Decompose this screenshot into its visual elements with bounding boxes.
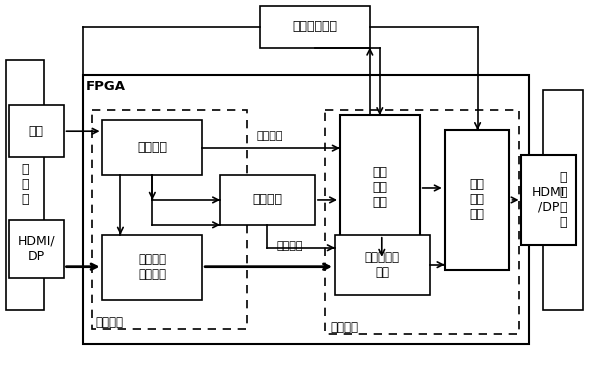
Bar [6, 61, 44, 309]
Bar [335, 235, 430, 295]
Text: 缓存单元: 缓存单元 [330, 321, 358, 334]
Text: 网口: 网口 [28, 125, 44, 138]
Text: 网口模块: 网口模块 [137, 141, 168, 154]
Text: 视频数据: 视频数据 [277, 241, 303, 251]
Bar [445, 130, 510, 270]
Text: HDMI/
DP: HDMI/ DP [17, 235, 55, 263]
Text: 控制单元: 控制单元 [253, 193, 283, 207]
Bar [93, 110, 247, 330]
Bar [340, 115, 419, 260]
Bar [9, 220, 64, 278]
Text: 图片数据: 图片数据 [257, 131, 283, 141]
Text: FPGA: FPGA [86, 80, 126, 93]
Bar [103, 120, 202, 175]
Text: HDMI
/DP: HDMI /DP [532, 186, 566, 214]
Text: 数据
处理
模块: 数据 处理 模块 [372, 166, 387, 209]
Bar [543, 90, 584, 309]
Text: 外部存储介质: 外部存储介质 [293, 20, 337, 33]
Bar [83, 75, 529, 344]
Text: 显
示
模
组: 显 示 模 组 [560, 171, 567, 229]
Bar [220, 175, 315, 225]
Bar [9, 105, 64, 157]
Bar [260, 6, 370, 47]
Text: 数
据
源: 数 据 源 [21, 163, 28, 207]
Bar [103, 235, 202, 299]
Bar [522, 155, 576, 245]
Text: 数据
发送
单元: 数据 发送 单元 [470, 178, 484, 221]
Text: 高速数据
接收模块: 高速数据 接收模块 [138, 253, 166, 281]
Bar [325, 110, 519, 334]
Text: 解析单元: 解析单元 [96, 316, 123, 330]
Text: 元数据存储
模块: 元数据存储 模块 [365, 251, 400, 279]
